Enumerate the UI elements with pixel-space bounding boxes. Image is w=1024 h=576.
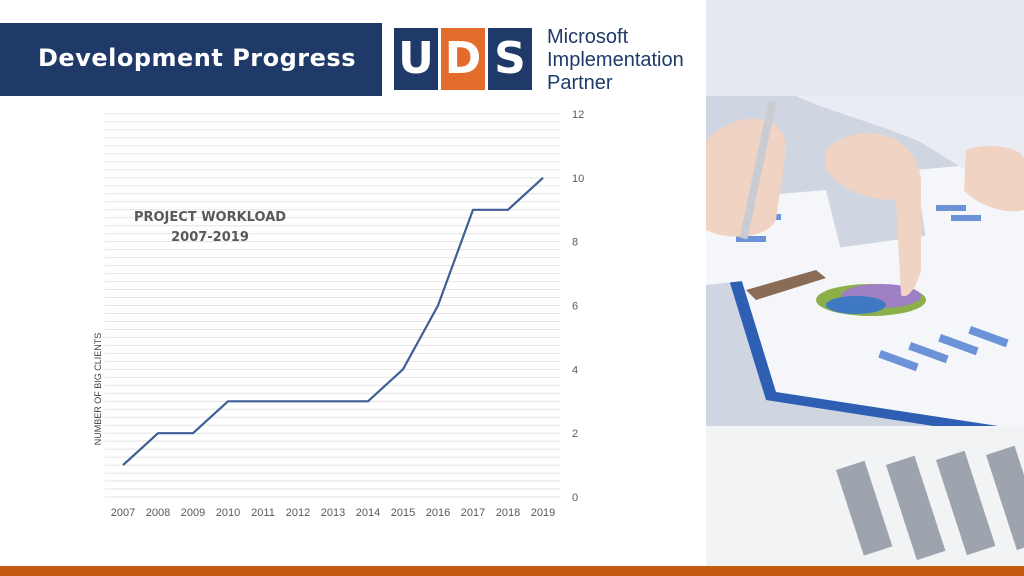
- chart-title-line-1: PROJECT WORKLOAD: [133, 210, 287, 225]
- y-tick-label: 6: [572, 301, 578, 313]
- page-title: Development Progress: [38, 44, 356, 72]
- y-tick-label: 0: [572, 492, 578, 504]
- partner-line-3: Partner: [547, 72, 613, 94]
- chart-title-line-2: 2007-2019: [171, 230, 249, 245]
- x-tick-label: 2009: [181, 507, 205, 519]
- x-tick-label: 2019: [531, 507, 555, 519]
- x-tick-label: 2008: [146, 507, 170, 519]
- photo-illustration: [706, 0, 1024, 566]
- x-tick-label: 2010: [216, 507, 240, 519]
- series-line: [122, 176, 544, 466]
- logo-letter-s: S: [488, 28, 532, 90]
- y-tick-label: 10: [572, 173, 584, 185]
- x-tick-label: 2016: [426, 507, 450, 519]
- y-axis-label: NUMBER OF BIG CLIENTS: [93, 333, 103, 446]
- x-axis-ticks: 2007 2008 2009 2010 2011 2012 2013 2014 2015 2016…: [111, 507, 555, 519]
- x-tick-label: 2007: [111, 507, 135, 519]
- y-axis-ticks: 0 2 4 6 8 10 12: [572, 109, 584, 504]
- logo-letter-d: D: [441, 28, 485, 90]
- partner-line-1: Microsoft: [547, 26, 629, 48]
- chart-gridlines: [105, 113, 560, 498]
- x-tick-label: 2012: [286, 507, 310, 519]
- header-bar: [0, 23, 382, 96]
- logo-letter-u: U: [394, 28, 438, 90]
- x-tick-label: 2011: [251, 507, 275, 519]
- y-tick-label: 12: [572, 109, 584, 121]
- y-tick-label: 8: [572, 237, 578, 249]
- y-tick-label: 2: [572, 428, 578, 440]
- bottom-accent-bar: [0, 566, 1024, 576]
- x-tick-label: 2014: [356, 507, 380, 519]
- x-tick-label: 2015: [391, 507, 415, 519]
- y-tick-label: 4: [572, 364, 578, 376]
- x-tick-label: 2013: [321, 507, 345, 519]
- office-photo: [706, 0, 1024, 566]
- x-tick-label: 2018: [496, 507, 520, 519]
- uds-logo: U D S: [394, 28, 534, 90]
- x-tick-label: 2017: [461, 507, 485, 519]
- chart-title: PROJECT WORKLOAD 2007-2019: [120, 208, 300, 248]
- partner-line-2: Implementation: [547, 49, 684, 71]
- partner-text: Microsoft Implementation Partner: [547, 26, 684, 95]
